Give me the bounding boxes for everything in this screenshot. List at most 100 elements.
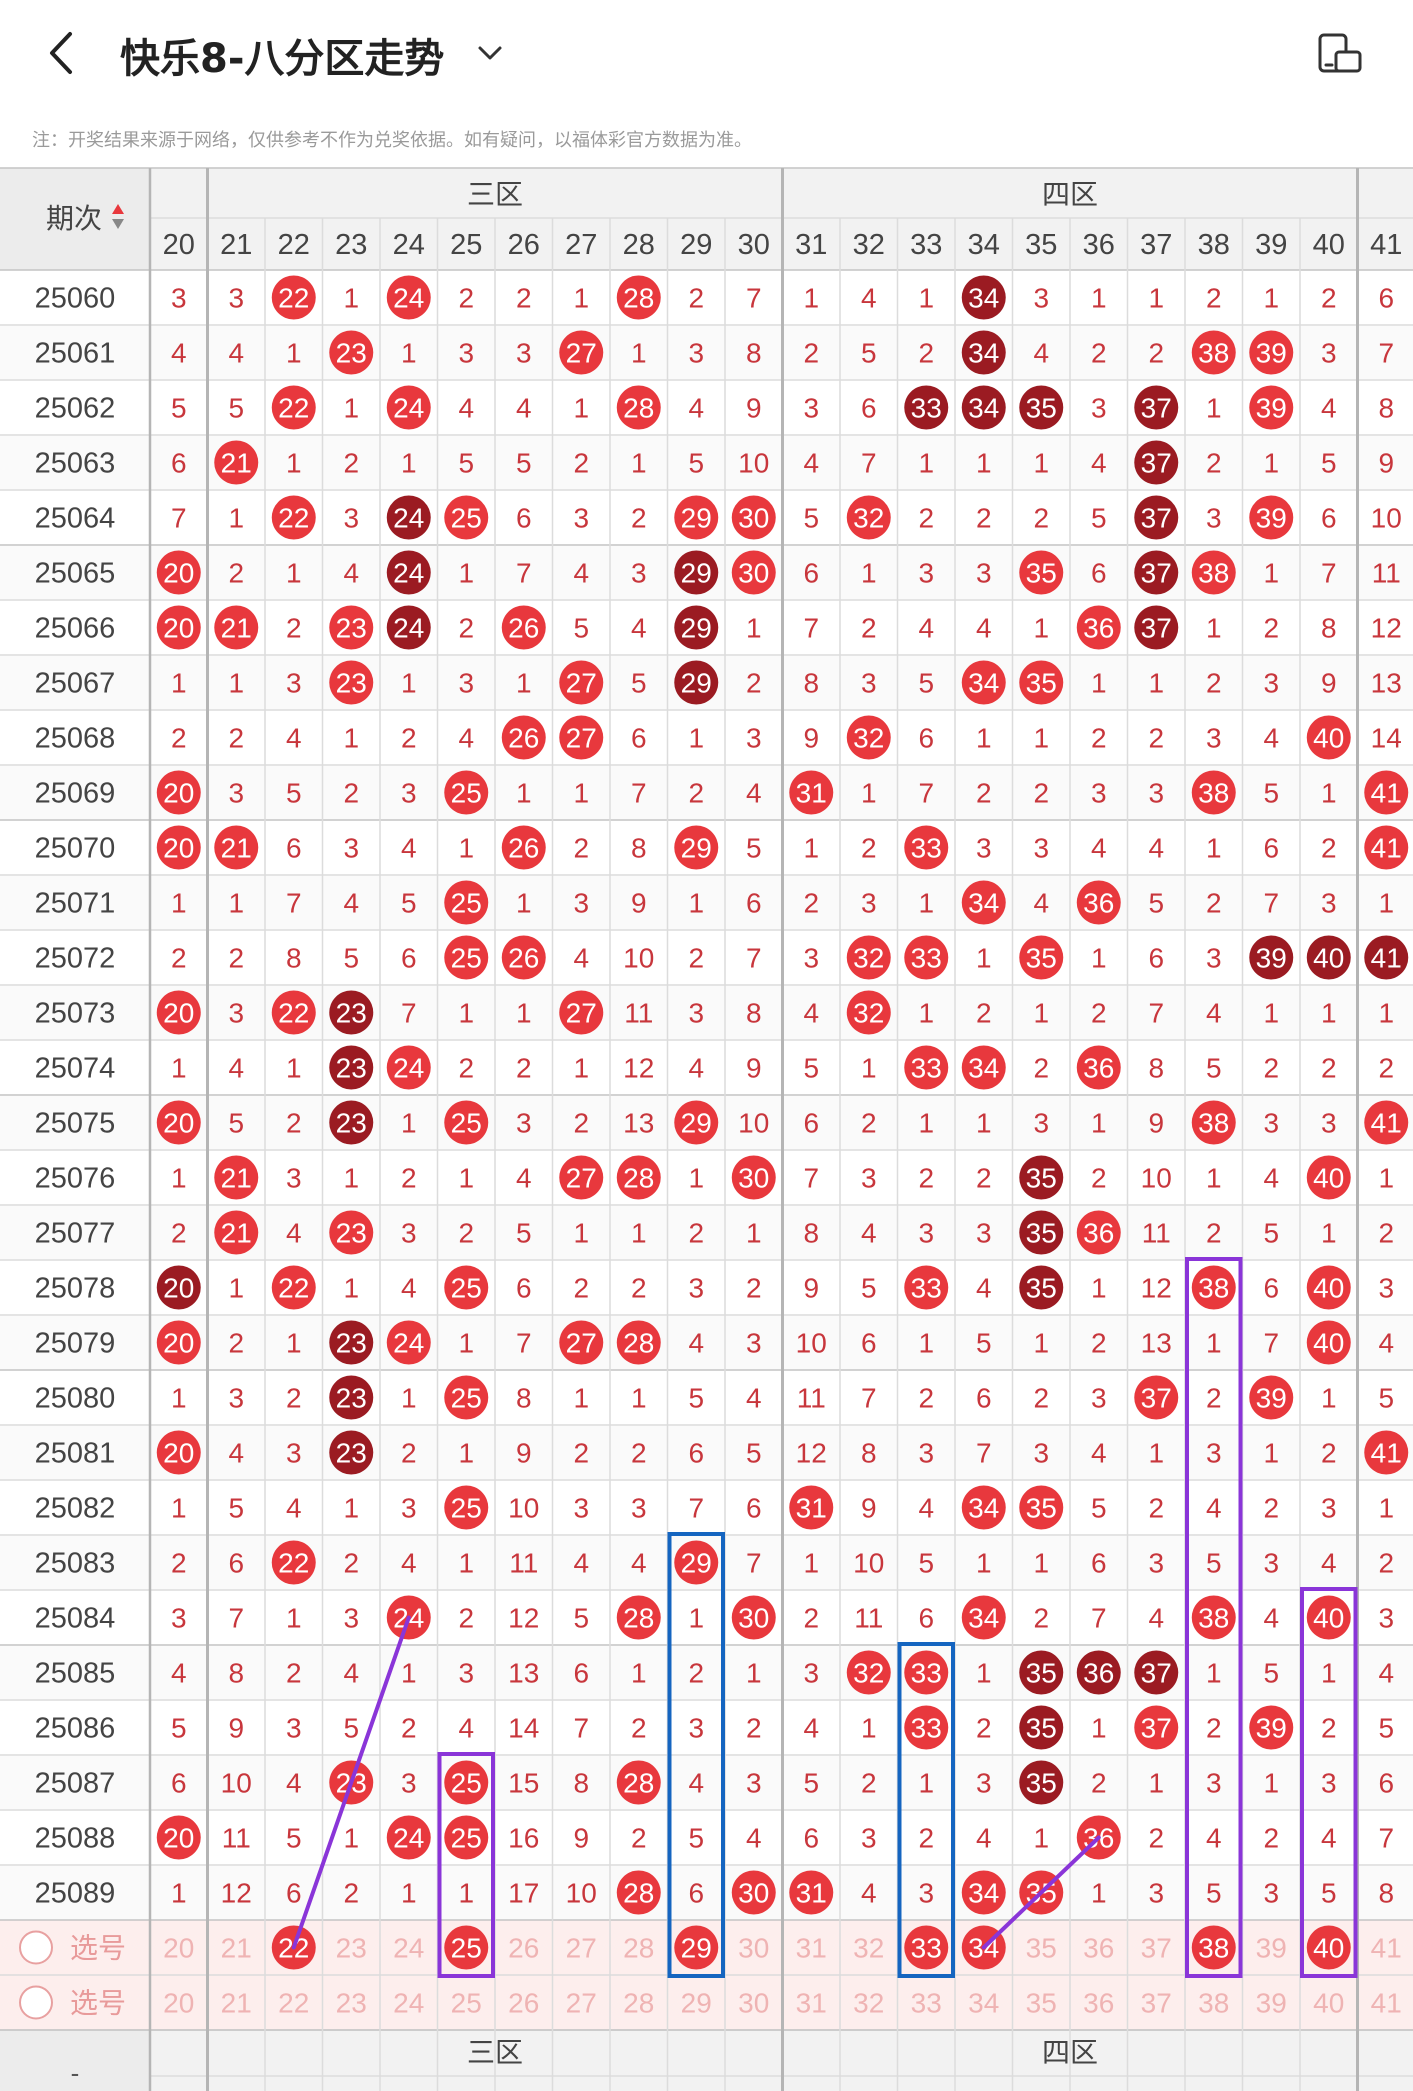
miss-count: 2 xyxy=(1263,1823,1279,1854)
draw-ball xyxy=(1191,1265,1236,1310)
miss-count: 1 xyxy=(1378,888,1394,919)
ball-number: 34 xyxy=(968,1878,999,1909)
miss-count: 1 xyxy=(171,888,187,919)
selected-ball xyxy=(904,1925,949,1970)
miss-count: 2 xyxy=(1033,1603,1049,1634)
ball-number: 41 xyxy=(1371,943,1402,974)
miss-count: 2 xyxy=(918,503,934,534)
ball-number: 33 xyxy=(911,393,942,424)
miss-count: 4 xyxy=(516,1163,532,1194)
miss-count: 5 xyxy=(1263,1658,1279,1689)
chevron-down-icon[interactable] xyxy=(475,38,505,68)
draw-ball xyxy=(1306,1155,1351,1200)
zone-label-3: 三区 xyxy=(467,2037,523,2068)
period-label: 25064 xyxy=(35,503,116,535)
miss-count: 9 xyxy=(1378,448,1394,479)
period-label: 25084 xyxy=(35,1603,116,1635)
ball-number: 24 xyxy=(393,1823,424,1854)
miss-count: 6 xyxy=(1321,503,1337,534)
miss-count: 7 xyxy=(1378,338,1394,369)
page-title[interactable]: 快乐8-八分区走势 xyxy=(120,36,445,82)
miss-count: 1 xyxy=(688,723,704,754)
ball-number: 40 xyxy=(1313,943,1344,974)
ball-number: 27 xyxy=(566,668,597,699)
miss-count: 13 xyxy=(623,1108,654,1139)
miss-count: 9 xyxy=(746,393,762,424)
miss-count: 4 xyxy=(171,1658,187,1689)
miss-count: 4 xyxy=(976,613,992,644)
miss-count: 8 xyxy=(746,338,762,369)
period-label: 25089 xyxy=(35,1878,116,1910)
draw-ball xyxy=(501,605,546,650)
miss-count: 3 xyxy=(573,888,589,919)
draw-ball xyxy=(904,1265,949,1310)
miss-count: 3 xyxy=(1206,1438,1222,1469)
period-label: 25077 xyxy=(35,1218,116,1250)
miss-count: 11 xyxy=(797,1383,826,1414)
repeat-ball xyxy=(1019,1760,1064,1805)
miss-count: 4 xyxy=(803,448,819,479)
screen-rotate-icon[interactable] xyxy=(1316,32,1364,76)
draw-ball xyxy=(156,1430,201,1475)
miss-count: 2 xyxy=(631,1823,647,1854)
miss-count: 7 xyxy=(918,778,934,809)
miss-count: 2 xyxy=(343,1548,359,1579)
miss-count: 6 xyxy=(803,1823,819,1854)
miss-count: 12 xyxy=(508,1603,539,1634)
ball-number: 22 xyxy=(278,1273,309,1304)
miss-count: 5 xyxy=(803,1053,819,1084)
miss-count: 4 xyxy=(228,1053,244,1084)
miss-count: 1 xyxy=(1321,1383,1337,1414)
ball-number: 25 xyxy=(451,1768,482,1799)
repeat-ball xyxy=(1076,1650,1121,1695)
miss-count: 1 xyxy=(458,1163,474,1194)
miss-count: 4 xyxy=(1091,1438,1107,1469)
ball-number: 25 xyxy=(451,1383,482,1414)
miss-count: 1 xyxy=(458,998,474,1029)
draw-ball xyxy=(1249,385,1294,430)
miss-count: 3 xyxy=(918,1878,934,1909)
ball-number: 35 xyxy=(1026,1658,1057,1689)
miss-count: 5 xyxy=(1206,1548,1222,1579)
ball-number: 24 xyxy=(393,283,424,314)
miss-count: 3 xyxy=(918,1438,934,1469)
select-number: 33 xyxy=(911,1988,942,2019)
miss-count: 4 xyxy=(1033,338,1049,369)
ball-number: 35 xyxy=(1026,1493,1057,1524)
miss-count: 1 xyxy=(631,1658,647,1689)
row-stripe xyxy=(0,1425,1413,1480)
miss-count: 2 xyxy=(1148,723,1164,754)
back-arrow-icon[interactable] xyxy=(40,28,84,78)
miss-count: 1 xyxy=(1263,448,1279,479)
miss-count: 2 xyxy=(688,1218,704,1249)
miss-count: 2 xyxy=(1206,888,1222,919)
ball-number: 35 xyxy=(1026,393,1057,424)
ball-number: 35 xyxy=(1026,1218,1057,1249)
repeat-ball xyxy=(329,1320,374,1365)
miss-count: 13 xyxy=(1371,668,1402,699)
miss-count: 6 xyxy=(228,1548,244,1579)
period-label: 25073 xyxy=(35,998,116,1030)
select-number: 41 xyxy=(1371,1988,1402,2019)
miss-count: 5 xyxy=(631,668,647,699)
miss-count: 1 xyxy=(861,1713,877,1744)
miss-count: 1 xyxy=(918,448,934,479)
ball-number: 28 xyxy=(623,283,654,314)
miss-count: 1 xyxy=(573,283,589,314)
miss-count: 1 xyxy=(688,888,704,919)
miss-count: 7 xyxy=(746,943,762,974)
draw-ball xyxy=(386,1815,431,1860)
miss-count: 3 xyxy=(458,338,474,369)
ball-number: 35 xyxy=(1026,1273,1057,1304)
miss-count: 10 xyxy=(623,943,654,974)
period-header: 期次 xyxy=(46,203,102,234)
miss-count: 2 xyxy=(286,1383,302,1414)
zone-label-3: 三区 xyxy=(467,179,523,210)
miss-count: 2 xyxy=(228,943,244,974)
repeat-ball xyxy=(329,1375,374,1420)
miss-count: 3 xyxy=(1206,943,1222,974)
miss-count: 8 xyxy=(1378,393,1394,424)
draw-ball xyxy=(1364,770,1409,815)
draw-ball xyxy=(1191,770,1236,815)
ball-number: 33 xyxy=(911,833,942,864)
